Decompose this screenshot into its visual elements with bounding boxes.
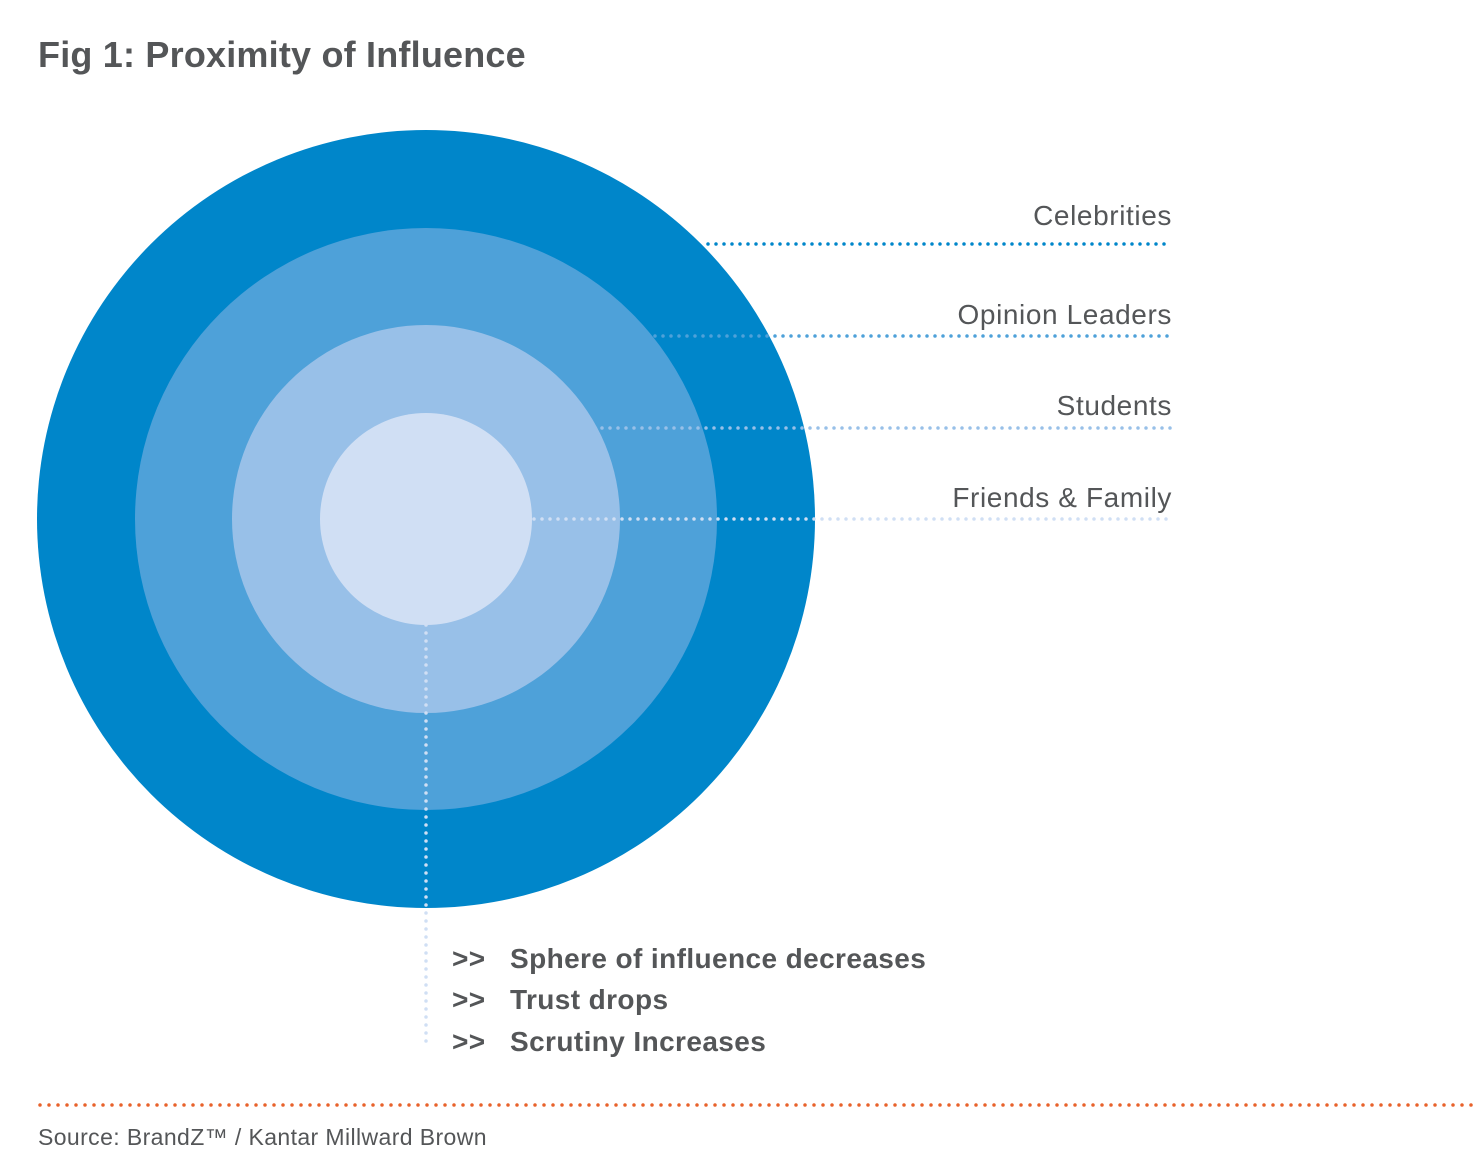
list-item-text: Scrutiny Increases	[510, 1025, 767, 1057]
list-item-text: Sphere of influence decreases	[510, 942, 927, 974]
label-celebrities: Celebrities	[1033, 200, 1172, 231]
list-item-text: Trust drops	[510, 984, 669, 1016]
list-item: >> Trust drops	[452, 980, 926, 1022]
chevron-right-icon: >>	[452, 984, 486, 1016]
page-title: Fig 1: Proximity of Influence	[38, 34, 526, 75]
chevron-right-icon: >>	[452, 942, 486, 974]
ring-friends-family	[320, 413, 532, 625]
source-note: Source: BrandZ™ / Kantar Millward Brown	[38, 1124, 487, 1150]
list-item: >> Scrutiny Increases	[452, 1021, 926, 1063]
label-students: Students	[1057, 390, 1172, 421]
chevron-right-icon: >>	[452, 1025, 486, 1057]
list-item: >> Sphere of influence decreases	[452, 938, 926, 980]
footer-divider	[38, 1103, 1476, 1107]
label-friends-family: Friends & Family	[952, 482, 1172, 513]
effects-list: >> Sphere of influence decreases >> Trus…	[452, 938, 926, 1063]
label-opinion-leaders: Opinion Leaders	[958, 299, 1172, 330]
